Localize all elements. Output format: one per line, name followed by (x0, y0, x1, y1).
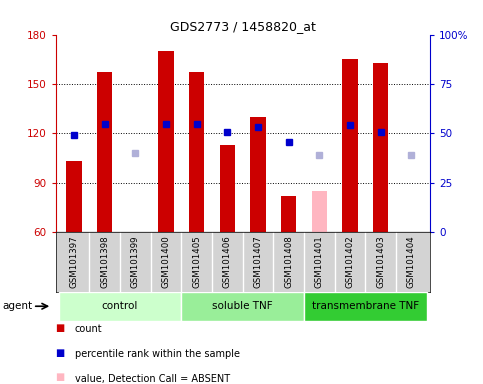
Bar (97, 73, 113, 232)
Bar (220, 145, 235, 232)
Text: GSM101405: GSM101405 (192, 235, 201, 288)
Text: value, Detection Call = ABSENT: value, Detection Call = ABSENT (75, 374, 230, 384)
Text: transmembrane TNF: transmembrane TNF (312, 301, 419, 311)
Text: GSM101408: GSM101408 (284, 235, 293, 288)
Text: GSM101403: GSM101403 (376, 235, 385, 288)
Text: control: control (102, 301, 138, 311)
Text: count: count (75, 324, 102, 334)
Bar (181, 292, 304, 321)
Title: GDS2773 / 1458820_at: GDS2773 / 1458820_at (170, 20, 316, 33)
Text: GSM101407: GSM101407 (254, 235, 263, 288)
Text: percentile rank within the sample: percentile rank within the sample (75, 349, 240, 359)
Text: GSM101397: GSM101397 (70, 235, 78, 288)
Text: ■: ■ (56, 372, 65, 382)
Bar (342, 59, 358, 232)
Bar (250, 117, 266, 232)
Text: GSM101400: GSM101400 (161, 235, 170, 288)
Text: GSM101401: GSM101401 (315, 235, 324, 288)
Text: GSM101404: GSM101404 (407, 235, 416, 288)
Bar (304, 292, 427, 321)
Text: GSM101399: GSM101399 (131, 235, 140, 288)
Text: agent: agent (2, 301, 32, 311)
Text: ■: ■ (56, 323, 65, 333)
Text: soluble TNF: soluble TNF (213, 301, 273, 311)
Bar (189, 73, 204, 232)
Bar (373, 63, 388, 232)
Bar (281, 196, 297, 232)
Bar (58, 292, 181, 321)
Bar (158, 51, 174, 232)
Bar (66, 161, 82, 232)
Bar (312, 191, 327, 232)
Text: ■: ■ (56, 348, 65, 358)
Text: GSM101406: GSM101406 (223, 235, 232, 288)
Text: GSM101398: GSM101398 (100, 235, 109, 288)
Text: GSM101402: GSM101402 (346, 235, 355, 288)
